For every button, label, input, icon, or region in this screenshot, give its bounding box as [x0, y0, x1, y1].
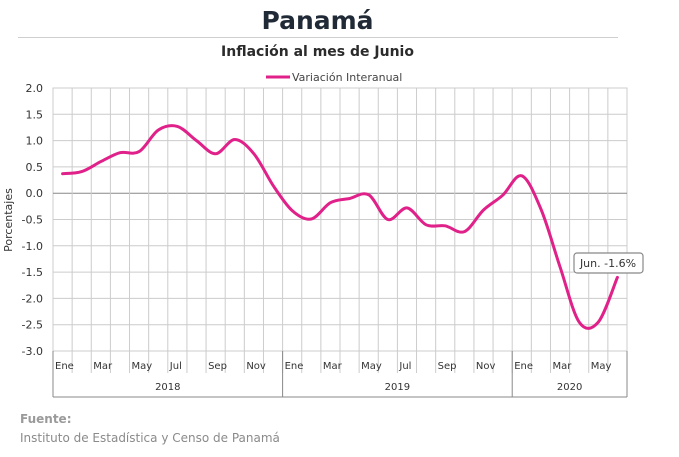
chart-legend: Variación Interanual [266, 71, 402, 84]
y-tick-label: 1.0 [26, 135, 44, 148]
chart-subtitle: Inflación al mes de Junio [221, 44, 414, 60]
y-tick-label: -3.0 [22, 345, 43, 358]
year-label: 2019 [385, 382, 410, 393]
series-line-variacion-interanual [61, 124, 619, 330]
x-tick-label: Mar [93, 361, 113, 372]
x-tick-label: Sep [208, 361, 227, 372]
y-tick-label: 0.5 [26, 161, 44, 174]
y-axis-ticks: 2.0 1.5 1.0 0.5 0.0 -0.5 -1.0 -1.5 -2.0 -2.5 -3.0 [22, 82, 43, 358]
x-tick-label: Sep [438, 361, 457, 372]
x-tick-label: May [591, 361, 612, 372]
y-tick-label: 2.0 [26, 82, 44, 95]
y-tick-label: 0.0 [26, 187, 44, 200]
title-divider [18, 37, 618, 38]
y-tick-label: -2.0 [22, 292, 43, 305]
x-tick-label: Ene [285, 361, 304, 372]
x-tick-label: Jul [398, 361, 411, 372]
y-tick-label: -2.5 [22, 319, 43, 332]
x-tick-label: Mar [552, 361, 572, 372]
y-tick-label: 1.5 [26, 108, 44, 121]
source-text: Instituto de Estadística y Censo de Pana… [20, 431, 280, 445]
data-callout: Jun. -1.6% [573, 252, 644, 274]
x-tick-label: May [361, 361, 382, 372]
series-layer [61, 124, 619, 330]
x-tick-label: Ene [514, 361, 533, 372]
source-label: Fuente: [20, 412, 72, 426]
year-label: 2018 [155, 382, 180, 393]
x-axis-ticks: Ene Mar May Jul Sep Nov Ene Mar May Jul Sep Nov Ene M… [52, 351, 628, 398]
line-chart: Variación Interanual 2.0 1.5 1.0 0.5 0.0 -0.5… [2, 71, 644, 398]
y-tick-label: -1.5 [22, 266, 43, 279]
x-tick-label: Jul [169, 361, 182, 372]
callout-label: Jun. -1.6% [579, 257, 636, 270]
x-tick-label: Ene [55, 361, 74, 372]
page-title: Panamá [261, 6, 374, 35]
x-tick-label: Mar [323, 361, 343, 372]
x-tick-label: Nov [476, 361, 496, 372]
grid [52, 87, 628, 352]
legend-label: Variación Interanual [292, 71, 402, 84]
y-tick-label: -0.5 [22, 214, 43, 227]
year-label: 2020 [557, 382, 582, 393]
y-axis-title: Porcentajes [2, 188, 15, 252]
x-tick-label: May [132, 361, 153, 372]
y-tick-label: -1.0 [22, 240, 43, 253]
callout-box [573, 252, 644, 274]
x-tick-label: Nov [246, 361, 266, 372]
